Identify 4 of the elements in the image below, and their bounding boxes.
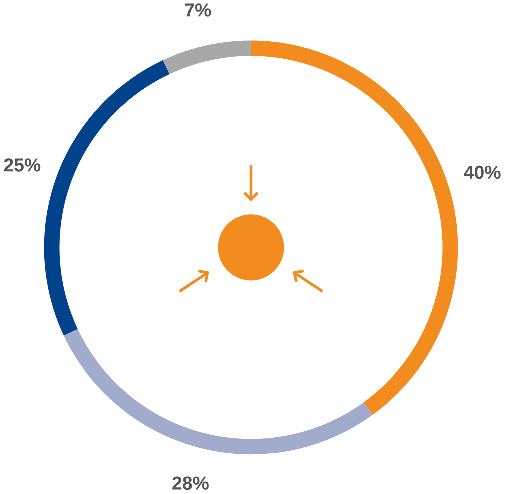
data-label: 7%	[185, 4, 212, 18]
data-label: 40%	[464, 166, 501, 180]
data-label: 28%	[172, 476, 209, 490]
data-label: 25%	[4, 158, 41, 172]
